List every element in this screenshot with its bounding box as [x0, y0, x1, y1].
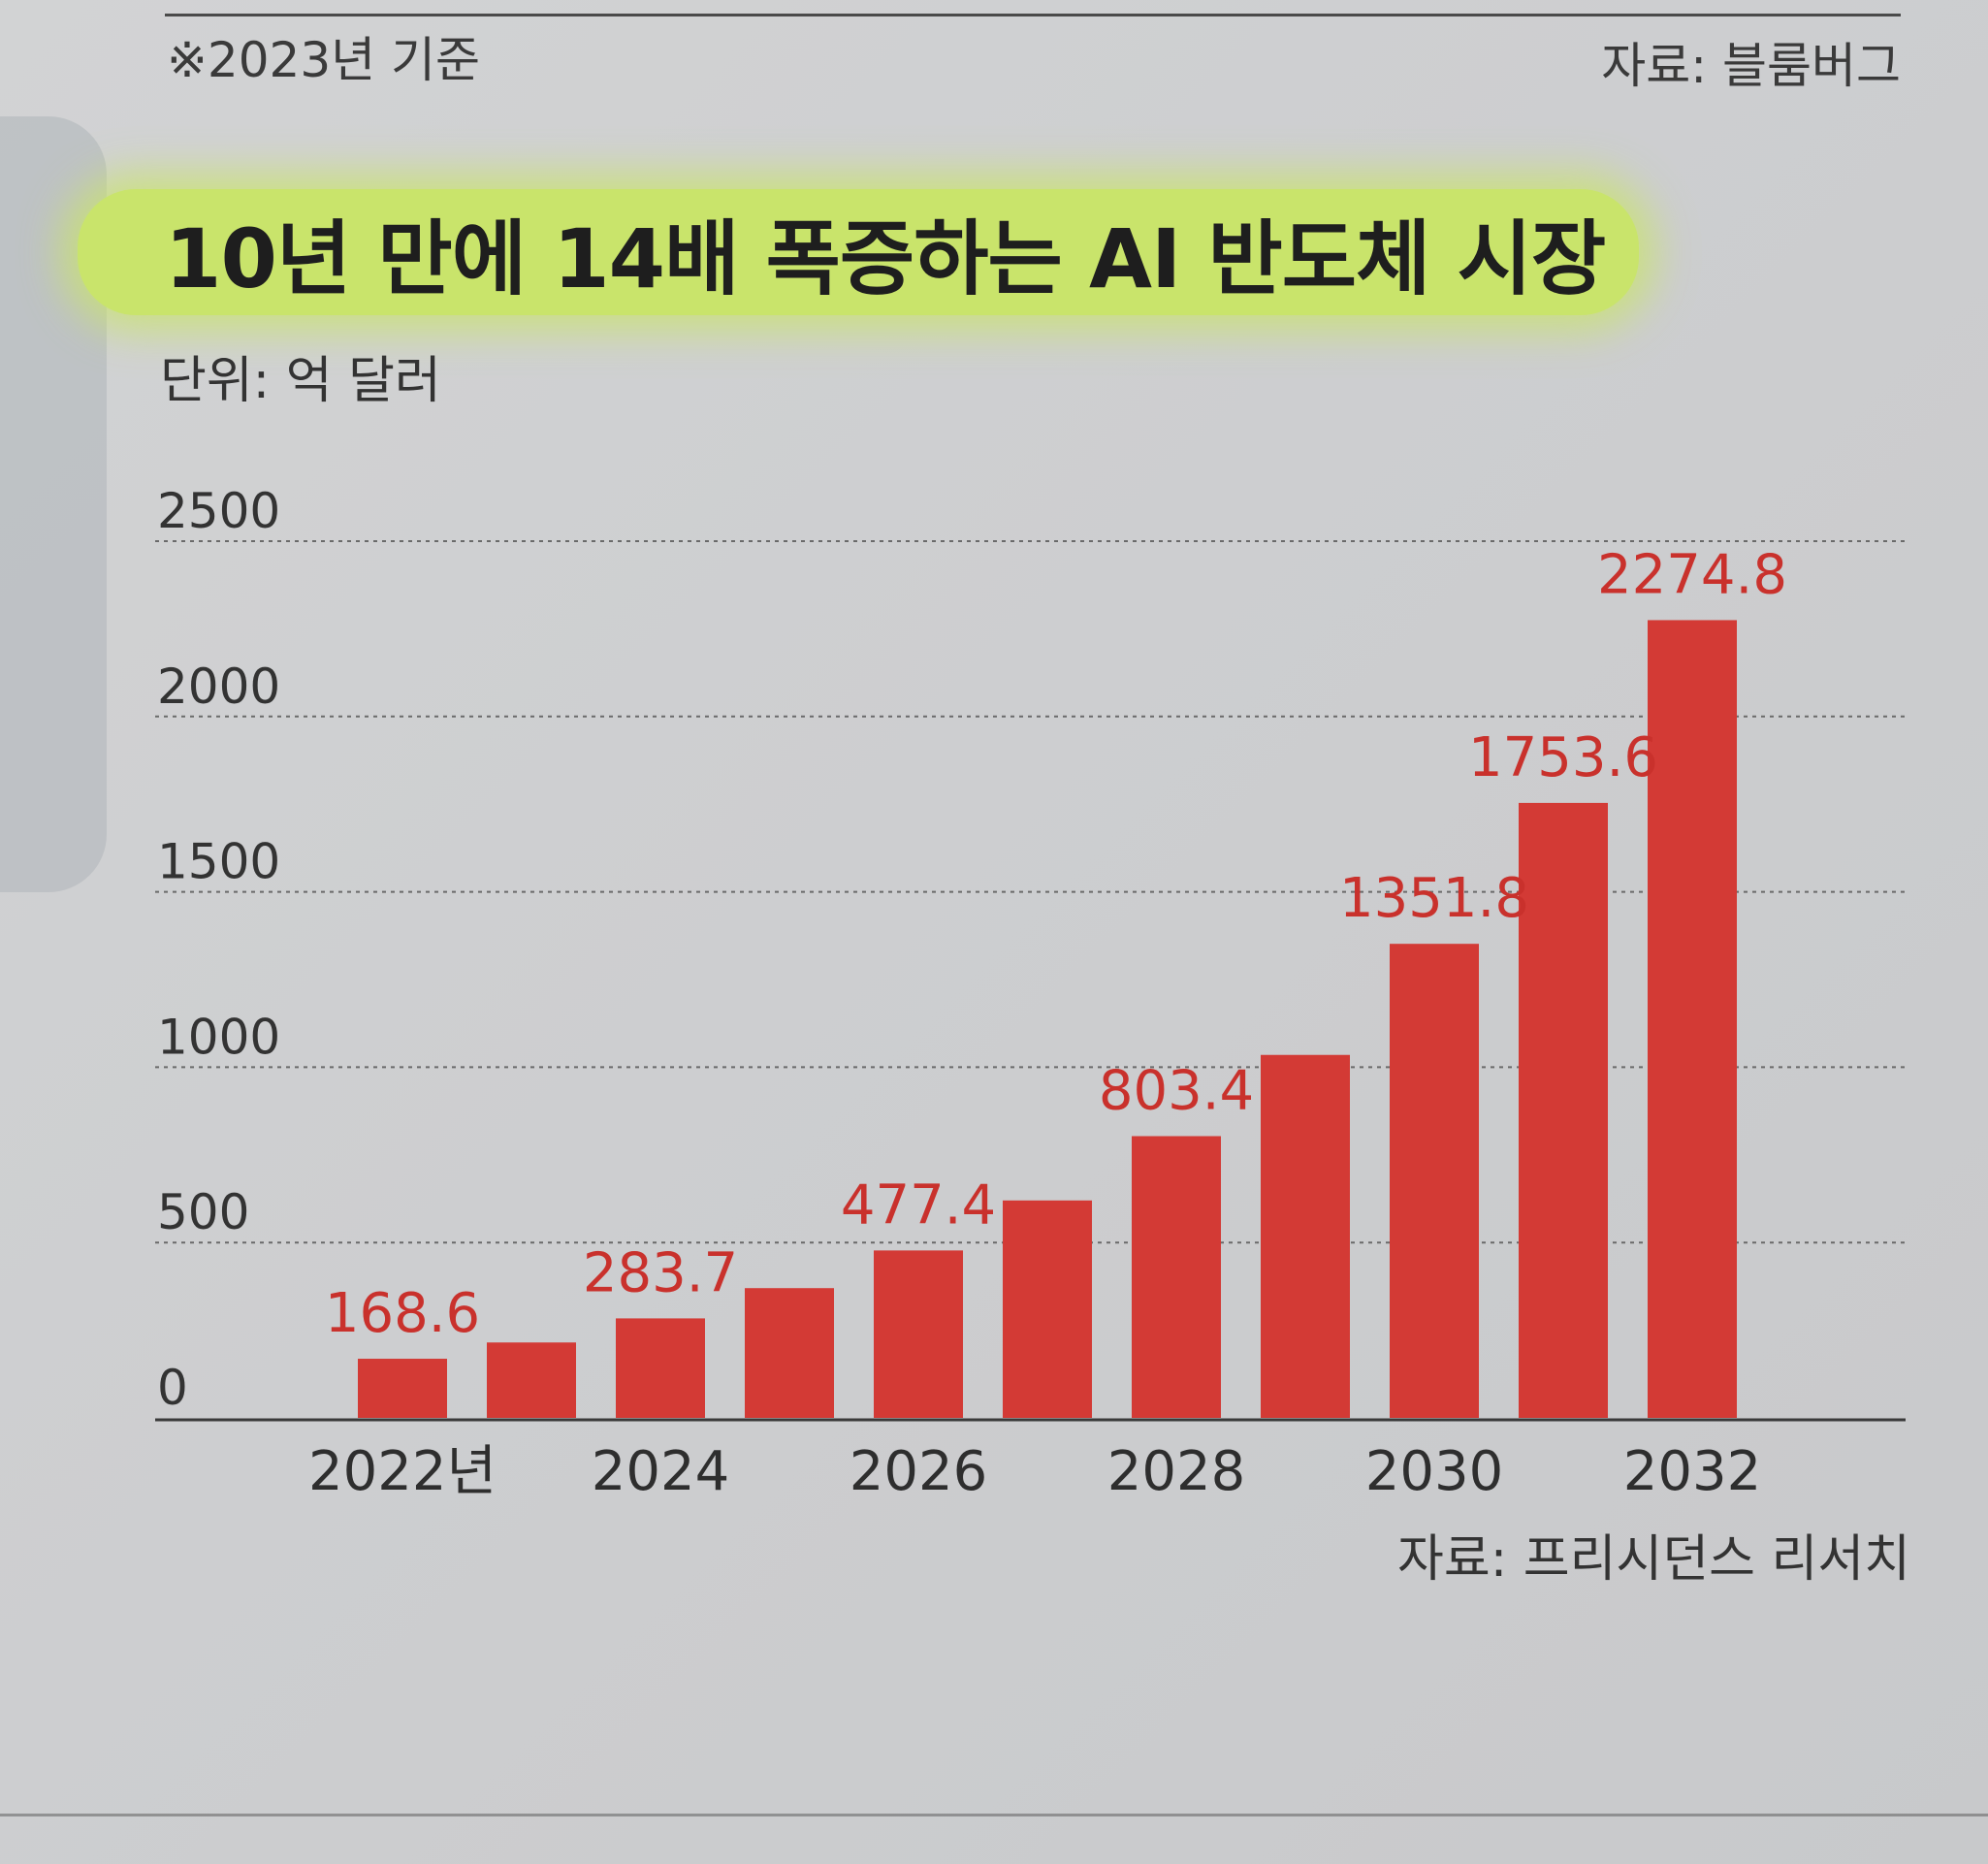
bar-2027: [1003, 1200, 1092, 1418]
y-tick-label: 2000: [157, 659, 280, 715]
data-label-2031: 1753.6: [1468, 726, 1658, 789]
grid-lines: [155, 540, 1906, 1244]
bottom-rule: [0, 1814, 1988, 1816]
x-tick-label: 2028: [1107, 1440, 1246, 1503]
y-tick-label: 2500: [157, 483, 280, 539]
bar-2031: [1519, 802, 1608, 1418]
data-label-2030: 1351.8: [1339, 867, 1529, 930]
bar-2030: [1390, 944, 1479, 1418]
x-tick-labels: 2022년 2024 2026 2028 2030 2032: [308, 1440, 1761, 1503]
data-label-2032: 2274.8: [1597, 543, 1787, 606]
top-source-credit: 자료: 블룸버그: [1601, 38, 1901, 94]
data-label-2026: 477.4: [841, 1173, 996, 1237]
x-tick-label: 2032: [1623, 1440, 1762, 1503]
y-tick-label: 1000: [157, 1009, 280, 1065]
title-highlight: [78, 189, 1639, 315]
bar-2024: [616, 1318, 705, 1418]
data-labels: 168.6 283.7 477.4 803.4 1351.8 1753.6 2274.8: [325, 543, 1787, 1345]
bar-2023: [487, 1342, 576, 1418]
bar-2032: [1648, 620, 1737, 1418]
x-tick-label: 2026: [850, 1440, 988, 1503]
bars: [358, 620, 1737, 1418]
bar-2029: [1261, 1054, 1350, 1418]
bar-2028: [1132, 1136, 1221, 1418]
data-label-2024: 283.7: [583, 1241, 738, 1304]
chart-title: 10년 만에 14배 폭증하는 AI 반도체 시장: [165, 211, 1606, 306]
top-rule: [165, 14, 1901, 16]
bar-2025: [745, 1288, 834, 1418]
y-tick-label: 1500: [157, 834, 280, 890]
data-label-2022: 168.6: [325, 1282, 480, 1345]
x-tick-label: 2022년: [308, 1440, 497, 1503]
y-tick-label: 500: [157, 1184, 249, 1240]
data-label-2028: 803.4: [1099, 1059, 1254, 1122]
bottom-source-credit: 자료: 프리시던스 리서치: [1397, 1530, 1910, 1589]
reference-note: ※2023년 기준: [167, 32, 481, 88]
unit-label: 단위: 억 달러: [160, 352, 441, 410]
y-tick-label: 0: [157, 1360, 188, 1416]
y-tick-labels: 0 500 1000 1500 2000 2500: [157, 483, 280, 1416]
bar-2022: [358, 1359, 447, 1418]
x-tick-label: 2030: [1365, 1440, 1504, 1503]
x-tick-label: 2024: [592, 1440, 730, 1503]
bar-2026: [874, 1250, 963, 1418]
